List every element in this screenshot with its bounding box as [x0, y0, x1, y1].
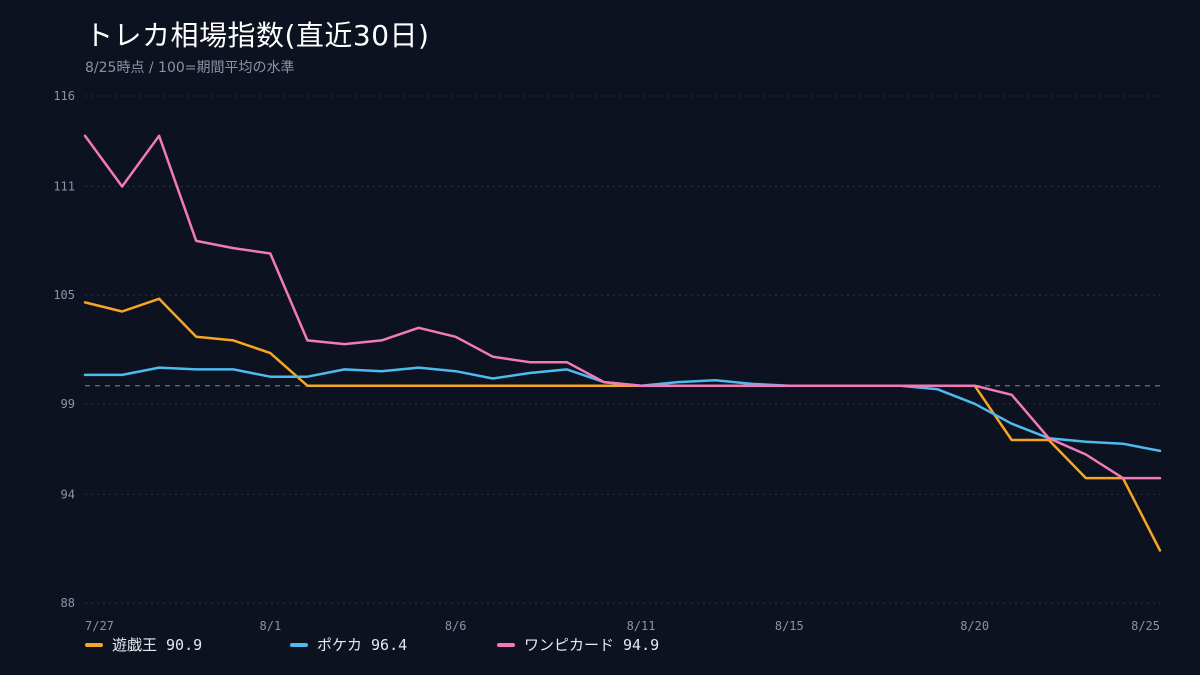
x-tick-label: 7/27: [85, 619, 114, 633]
x-tick-label: 8/20: [960, 619, 989, 633]
x-tick-label: 8/6: [445, 619, 467, 633]
series-line-1: [83, 297, 1162, 552]
y-tick-label: 94: [61, 487, 75, 501]
legend-swatch: [290, 642, 308, 647]
legend-item: ワンピカード 94.9: [497, 634, 659, 655]
x-axis: 7/27 8/1 8/6 8/11 8/15 8/20 8/25: [85, 619, 1160, 633]
legend-swatch: [85, 642, 103, 647]
series-layer: [83, 134, 1162, 552]
legend-item: 遊戯王 90.9: [85, 634, 202, 655]
legend-swatch: [497, 642, 515, 647]
x-tick-label: 8/25: [1131, 619, 1160, 633]
legend-label: 遊戯王 90.9: [112, 636, 203, 654]
chart-subtitle: 8/25時点 / 100=期間平均の水準: [85, 60, 295, 76]
y-axis: 88 94 99 105 111 116: [53, 89, 75, 610]
y-tick-label: 105: [53, 288, 75, 302]
legend-label: ポケカ 96.4: [317, 636, 408, 654]
y-tick-label: 99: [61, 397, 75, 411]
y-tick-label: 111: [53, 180, 75, 194]
x-tick-label: 8/15: [775, 619, 804, 633]
series-line-3: [83, 134, 1162, 480]
series-line-2: [83, 366, 1162, 453]
y-tick-label: 88: [61, 596, 75, 610]
x-tick-label: 8/11: [627, 619, 656, 633]
grid-layer: [85, 95, 1160, 604]
x-tick-label: 8/1: [260, 619, 282, 633]
y-tick-label: 116: [53, 89, 75, 103]
legend-label: ワンピカード 94.9: [524, 636, 660, 654]
legend-item: ポケカ 96.4: [290, 634, 407, 655]
chart-title: トレカ相場指数(直近30日): [85, 19, 430, 52]
